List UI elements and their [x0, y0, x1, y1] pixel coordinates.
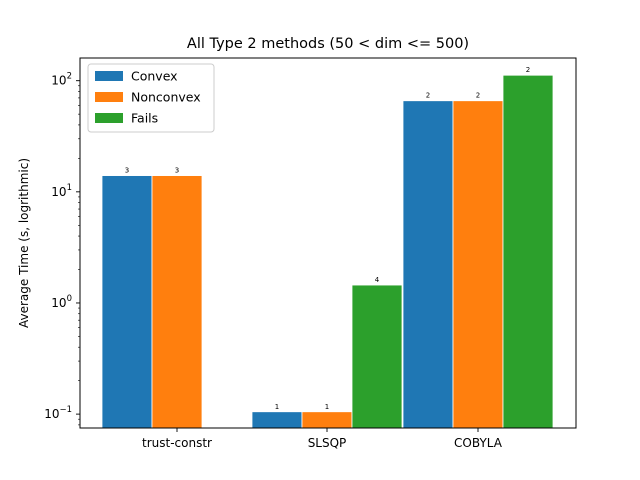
chart-title: All Type 2 methods (50 < dim <= 500): [187, 36, 469, 52]
x-tick-label-trust-constr: trust-constr: [142, 436, 212, 450]
y-tick-label: 101: [51, 183, 72, 199]
legend: Convex Nonconvex Fails: [87, 63, 215, 133]
y-axis-ticks: 10−1 100 101 102: [44, 72, 80, 426]
x-tick-label-cobyla: COBYLA: [454, 436, 503, 450]
legend-swatch-convex: [95, 71, 123, 81]
legend-label-nonconvex: Nonconvex: [131, 90, 201, 105]
bar-label-convex-slsqp: 1: [275, 403, 279, 411]
bar-label-nonconvex-trust-constr: 3: [175, 167, 179, 175]
x-tick-label-slsqp: SLSQP: [308, 436, 347, 450]
y-axis-label: Average Time (s, logrithmic): [17, 158, 31, 328]
legend-label-fails: Fails: [131, 111, 158, 126]
bar-label-fails-slsqp: 4: [375, 276, 380, 284]
y-tick-label: 10−1: [44, 405, 72, 421]
bar-label-fails-cobyla: 2: [526, 66, 530, 74]
legend-swatch-fails: [95, 113, 123, 123]
bar-fails-cobyla: [502, 74, 554, 429]
bar-label-nonconvex-cobyla: 2: [476, 92, 480, 100]
bar-label-nonconvex-slsqp: 1: [325, 403, 329, 411]
legend-label-convex: Convex: [131, 69, 178, 84]
bar-convex-trust-constr: [101, 175, 153, 429]
bar-nonconvex-slsqp: [301, 411, 353, 429]
bar-convex-cobyla: [402, 100, 454, 429]
plot-frame: [79, 57, 577, 429]
x-axis-ticks: trust-constr SLSQP COBYLA: [142, 428, 503, 450]
y-tick-label: 102: [51, 72, 72, 88]
bar-fails-slsqp: [351, 284, 403, 429]
bar-label-convex-cobyla: 2: [426, 92, 430, 100]
bars-layer: [101, 74, 554, 429]
bar-convex-slsqp: [251, 411, 303, 429]
bar-label-convex-trust-constr: 3: [125, 167, 129, 175]
bar-labels-layer: 3 1 2 3 1 2 4 2: [125, 66, 530, 411]
legend-swatch-nonconvex: [95, 92, 123, 102]
bar-nonconvex-cobyla: [452, 100, 504, 429]
bar-nonconvex-trust-constr: [151, 175, 203, 429]
y-tick-label: 100: [51, 294, 72, 310]
